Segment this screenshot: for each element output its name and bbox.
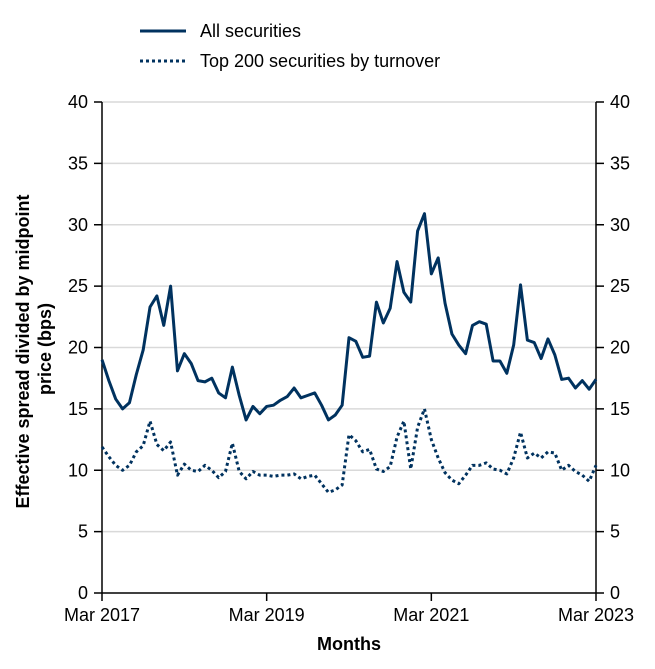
y-axis-title-line-2: price (bps) (35, 303, 55, 395)
y-tick-label: 30 (610, 215, 630, 235)
y-tick-label: 10 (610, 460, 630, 480)
series-lines (100, 212, 598, 494)
grid-lines (102, 101, 596, 533)
y-tick-label: 25 (610, 276, 630, 296)
y-axis-title: Effective spread divided by midpoint pri… (13, 189, 55, 508)
y-tick-label: 30 (68, 215, 88, 235)
y-tick-label: 15 (610, 399, 630, 419)
series-line-top-200 (100, 407, 598, 494)
x-tick-label: Mar 2017 (64, 605, 140, 625)
axes (94, 101, 604, 601)
y-tick-label: 35 (68, 153, 88, 173)
y-tick-label: 25 (68, 276, 88, 296)
y-tick-label: 40 (68, 92, 88, 112)
y-tick-label: 15 (68, 399, 88, 419)
x-tick-labels: Mar 2017 Mar 2019 Mar 2021 Mar 2023 (64, 605, 634, 625)
y-tick-label: 5 (610, 522, 620, 542)
x-tick-label: Mar 2023 (558, 605, 634, 625)
y-tick-label: 40 (610, 92, 630, 112)
series-line-all-securities (100, 212, 598, 422)
y-tick-label: 35 (610, 153, 630, 173)
legend-label-top-200: Top 200 securities by turnover (200, 51, 440, 71)
y-tick-label: 20 (68, 338, 88, 358)
x-axis-title: Months (317, 634, 381, 654)
y-tick-label: 10 (68, 460, 88, 480)
x-tick-label: Mar 2021 (393, 605, 469, 625)
y-tick-label: 20 (610, 338, 630, 358)
y-axis-title-line-1: Effective spread divided by midpoint (13, 194, 33, 508)
y-tick-label: 0 (78, 583, 88, 603)
y-tick-label: 0 (610, 583, 620, 603)
legend-label-all-securities: All securities (200, 21, 301, 41)
x-tick-label: Mar 2019 (229, 605, 305, 625)
y-tick-labels-left: 0 5 10 15 20 25 30 35 40 (68, 92, 88, 603)
legend: All securities Top 200 securities by tur… (140, 21, 440, 71)
y-tick-labels-right: 0 5 10 15 20 25 30 35 40 (610, 92, 630, 603)
y-tick-label: 5 (78, 522, 88, 542)
